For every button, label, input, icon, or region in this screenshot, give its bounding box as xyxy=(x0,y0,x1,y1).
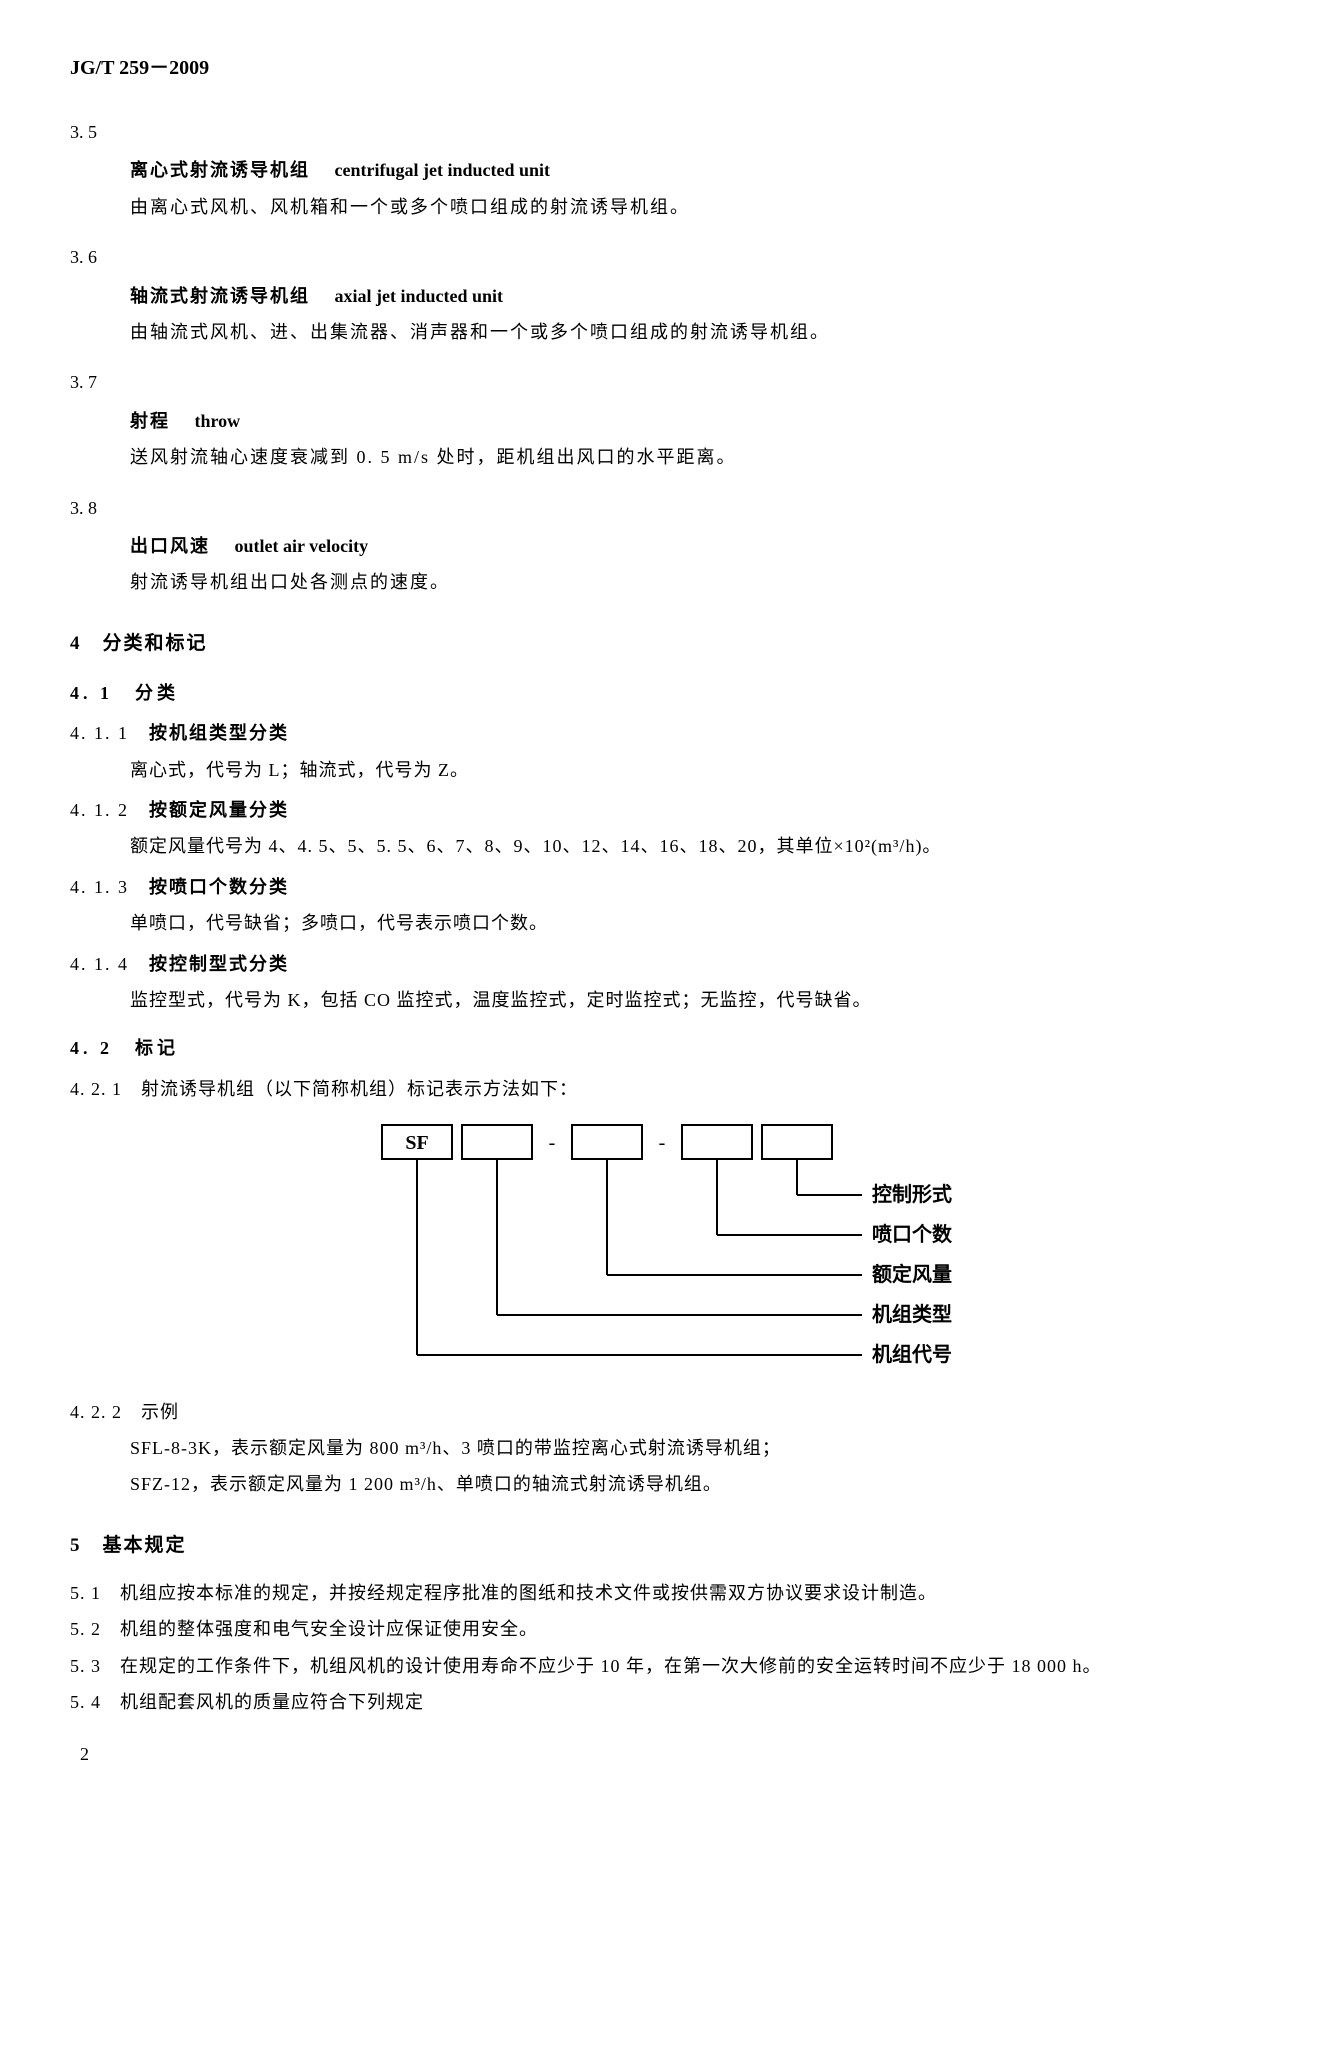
marking-svg: SF - - 控制形式 喷口个数 额定风量 机组类型 机组代号 xyxy=(292,1115,1032,1375)
sep1: - xyxy=(548,1132,555,1154)
term-cn: 离心式射流诱导机组 xyxy=(130,160,310,180)
page-number: 2 xyxy=(80,1738,1253,1770)
sep2: - xyxy=(658,1132,665,1154)
sec-3-6-def: 由轴流式风机、进、出集流器、消声器和一个或多个喷口组成的射流诱导机组。 xyxy=(130,316,1253,348)
sec-4-2-2: 4. 2. 2 示例 xyxy=(70,1396,1253,1428)
sec-4-1-3: 4. 1. 3 按喷口个数分类 xyxy=(70,871,1253,903)
sec-3-7-term: 射程 throw xyxy=(130,405,1253,437)
sec-3-5-def: 由离心式风机、风机箱和一个或多个喷口组成的射流诱导机组。 xyxy=(130,191,1253,223)
sec-3-8-num: 3. 8 xyxy=(70,492,1253,524)
sec-5-4: 5. 4 机组配套风机的质量应符合下列规定 xyxy=(70,1686,1253,1718)
sec-3-7-def: 送风射流轴心速度衰减到 0. 5 m/s 处时，距机组出风口的水平距离。 xyxy=(130,441,1253,473)
title: 按控制型式分类 xyxy=(149,954,289,974)
sec-5-1: 5. 1 机组应按本标准的规定，并按经规定程序批准的图纸和技术文件或按供需双方协… xyxy=(70,1577,1253,1609)
term-en: axial jet inducted unit xyxy=(335,286,504,306)
term-cn: 射程 xyxy=(130,411,170,431)
sec-3-5-term: 离心式射流诱导机组 centrifugal jet inducted unit xyxy=(130,154,1253,186)
num: 4. 1. 2 xyxy=(70,800,129,820)
label-nozzle: 喷口个数 xyxy=(872,1222,953,1246)
doc-header: JG/T 259－2009 xyxy=(70,50,1253,86)
label-airflow: 额定风量 xyxy=(872,1262,952,1286)
sec-3-5-num: 3. 5 xyxy=(70,116,1253,148)
label-code: 机组代号 xyxy=(872,1342,952,1366)
sec-4-1-4: 4. 1. 4 按控制型式分类 xyxy=(70,948,1253,980)
sec-5-2: 5. 2 机组的整体强度和电气安全设计应保证使用安全。 xyxy=(70,1613,1253,1645)
sec-4-2-1: 4. 2. 1 射流诱导机组（以下简称机组）标记表示方法如下： xyxy=(70,1073,1253,1105)
sec-4-1-2: 4. 1. 2 按额定风量分类 xyxy=(70,794,1253,826)
example-1: SFL-8-3K，表示额定风量为 800 m³/h、3 喷口的带监控离心式射流诱… xyxy=(130,1432,1253,1464)
sec-4-1-3-body: 单喷口，代号缺省；多喷口，代号表示喷口个数。 xyxy=(130,907,1253,939)
num: 4. 1. 3 xyxy=(70,877,129,897)
term-en: outlet air velocity xyxy=(235,536,369,556)
term-cn: 出口风速 xyxy=(130,536,210,556)
term-en: centrifugal jet inducted unit xyxy=(335,160,551,180)
sec-4-1-2-body: 额定风量代号为 4、4. 5、5、5. 5、6、7、8、9、10、12、14、1… xyxy=(130,830,1253,862)
sec-3-6-num: 3. 6 xyxy=(70,241,1253,273)
sec-4-2: 4. 2 标记 xyxy=(70,1032,1253,1064)
sec-5-3: 5. 3 在规定的工作条件下，机组风机的设计使用寿命不应少于 10 年，在第一次… xyxy=(70,1650,1253,1682)
label-type: 机组类型 xyxy=(872,1302,952,1326)
title: 按额定风量分类 xyxy=(149,800,289,820)
sec-4-title: 4 分类和标记 xyxy=(70,627,1253,661)
sec-3-6-term: 轴流式射流诱导机组 axial jet inducted unit xyxy=(130,280,1253,312)
sec-5-title: 5 基本规定 xyxy=(70,1529,1253,1563)
sec-3-8-term: 出口风速 outlet air velocity xyxy=(130,530,1253,562)
label-control: 控制形式 xyxy=(872,1182,952,1206)
sec-4-1-4-body: 监控型式，代号为 K，包括 CO 监控式，温度监控式，定时监控式；无监控，代号缺… xyxy=(130,984,1253,1016)
title: 按喷口个数分类 xyxy=(149,877,289,897)
num: 4. 1. 1 xyxy=(70,723,129,743)
term-en: throw xyxy=(195,411,241,431)
sec-3-8-def: 射流诱导机组出口处各测点的速度。 xyxy=(130,566,1253,598)
sec-4-1: 4. 1 分类 xyxy=(70,677,1253,709)
num: 4. 1. 4 xyxy=(70,954,129,974)
sec-3-7-num: 3. 7 xyxy=(70,366,1253,398)
term-cn: 轴流式射流诱导机组 xyxy=(130,286,310,306)
box-sf: SF xyxy=(405,1132,428,1154)
marking-diagram: SF - - 控制形式 喷口个数 额定风量 机组类型 机组代号 xyxy=(70,1115,1253,1385)
example-2: SFZ-12，表示额定风量为 1 200 m³/h、单喷口的轴流式射流诱导机组。 xyxy=(130,1468,1253,1500)
sec-4-1-1: 4. 1. 1 按机组类型分类 xyxy=(70,717,1253,749)
sec-4-1-1-body: 离心式，代号为 L；轴流式，代号为 Z。 xyxy=(130,754,1253,786)
title: 按机组类型分类 xyxy=(149,723,289,743)
